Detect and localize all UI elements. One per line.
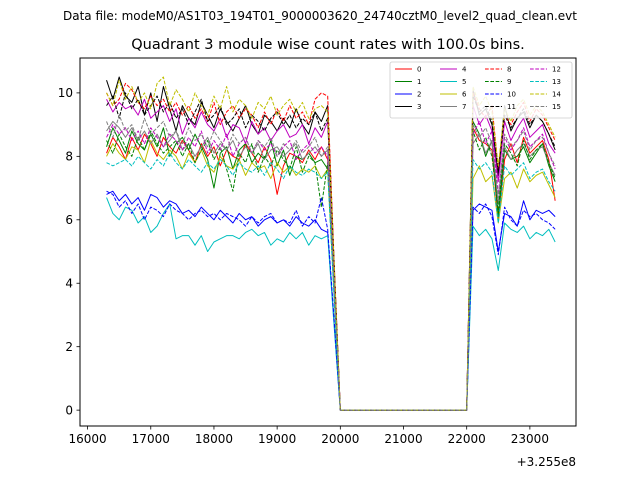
legend-label-0: 0 bbox=[417, 66, 421, 74]
x-tick-label: 18000 bbox=[195, 432, 233, 446]
y-tick-label: 8 bbox=[65, 150, 73, 164]
suptitle: Data file: modeM0/AS1T03_194T01_90000036… bbox=[63, 9, 577, 23]
legend-label-14: 14 bbox=[552, 91, 561, 99]
x-tick-label: 16000 bbox=[68, 432, 106, 446]
y-tick-label: 2 bbox=[65, 340, 73, 354]
legend-label-9: 9 bbox=[507, 78, 511, 86]
legend-label-6: 6 bbox=[462, 91, 467, 99]
x-offset-label: +3.255e8 bbox=[517, 455, 576, 469]
x-tick-label: 23000 bbox=[511, 432, 549, 446]
legend-label-8: 8 bbox=[507, 66, 511, 74]
legend-label-3: 3 bbox=[417, 103, 421, 111]
chart-title: Quadrant 3 module wise count rates with … bbox=[131, 37, 525, 53]
y-tick-label: 6 bbox=[65, 213, 73, 227]
y-tick-label: 0 bbox=[65, 403, 73, 417]
series-line-15 bbox=[106, 114, 556, 411]
plot-frame bbox=[79, 57, 577, 427]
legend-label-5: 5 bbox=[462, 78, 466, 86]
x-tick-label: 17000 bbox=[132, 432, 170, 446]
legend-label-7: 7 bbox=[462, 103, 466, 111]
y-axis: 0 2 4 6 8 10 bbox=[58, 86, 80, 417]
series-line-13 bbox=[106, 152, 556, 411]
legend-label-13: 13 bbox=[552, 78, 561, 86]
legend-box bbox=[389, 61, 573, 119]
legend-label-2: 2 bbox=[417, 91, 421, 99]
series-line-11 bbox=[106, 92, 556, 411]
x-tick-label: 22000 bbox=[448, 432, 486, 446]
y-tick-label: 10 bbox=[58, 86, 73, 100]
legend-label-4: 4 bbox=[462, 66, 467, 74]
x-tick-label: 19000 bbox=[258, 432, 296, 446]
series-line-8 bbox=[106, 82, 556, 411]
legend-label-1: 1 bbox=[417, 78, 421, 86]
y-tick-label: 4 bbox=[65, 276, 73, 290]
series-layer bbox=[106, 76, 556, 411]
legend-label-15: 15 bbox=[552, 103, 561, 111]
series-line-10 bbox=[106, 190, 556, 411]
x-axis: 16000 17000 18000 19000 20000 21000 22000 23000 bbox=[68, 426, 549, 446]
x-tick-label: 20000 bbox=[321, 432, 359, 446]
legend-label-10: 10 bbox=[507, 91, 516, 99]
legend-label-11: 11 bbox=[507, 103, 516, 111]
x-tick-label: 21000 bbox=[384, 432, 422, 446]
legend-label-12: 12 bbox=[552, 66, 561, 74]
